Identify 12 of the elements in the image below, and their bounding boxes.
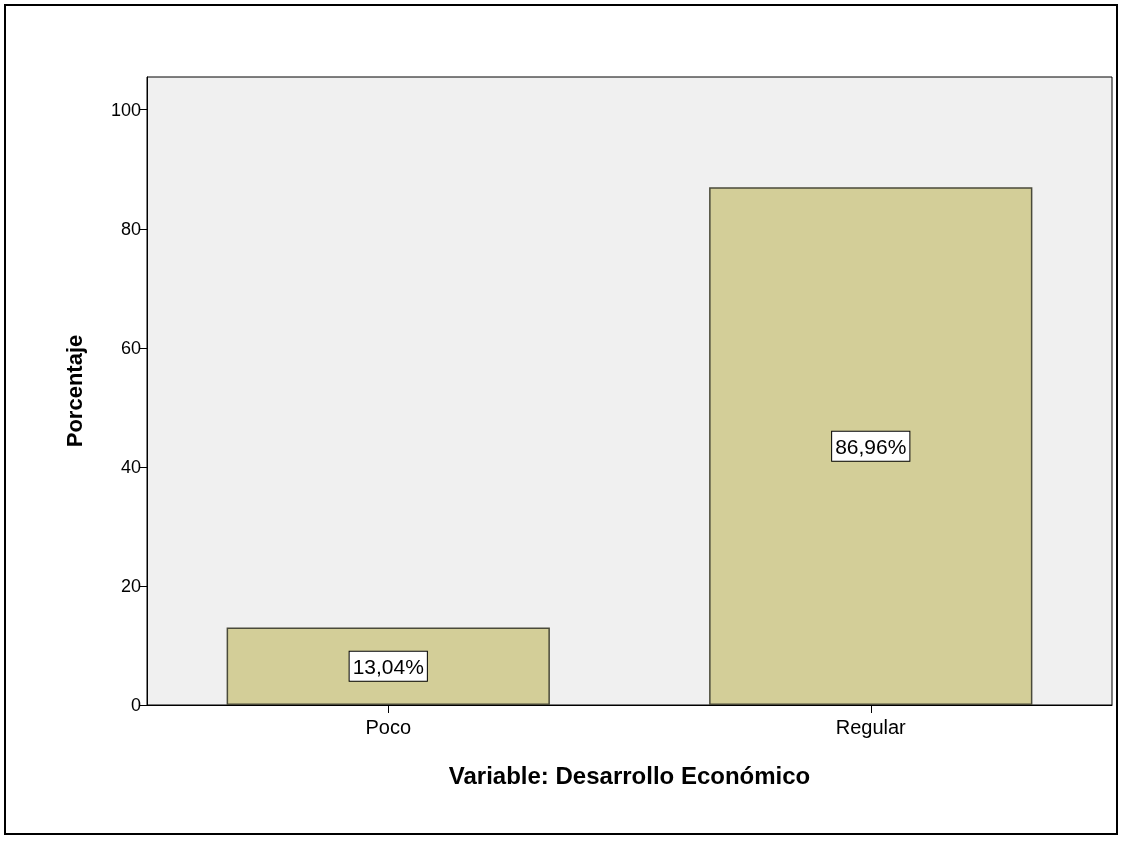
y-tick-label: 40 — [120, 456, 141, 477]
y-tick-label: 60 — [120, 337, 141, 358]
x-tick-label: Regular — [835, 716, 907, 738]
data-label: 86,96% — [835, 434, 907, 458]
y-tick-label: 20 — [120, 575, 141, 596]
x-tick-label: Poco — [365, 716, 412, 738]
x-axis-title: Variable: Desarrollo Económico — [448, 761, 811, 789]
y-tick-label: 100 — [110, 99, 141, 120]
y-tick-label: 80 — [120, 218, 141, 239]
y-axis-title: Porcentaje — [61, 334, 87, 448]
y-tick-label: 0 — [130, 695, 141, 715]
data-label: 13,04% — [352, 654, 424, 678]
